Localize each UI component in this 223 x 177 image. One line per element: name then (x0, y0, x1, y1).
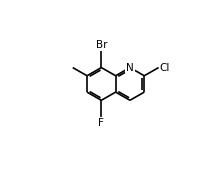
Text: Cl: Cl (160, 63, 170, 73)
Text: Br: Br (96, 40, 107, 50)
Text: N: N (126, 63, 134, 73)
Text: F: F (98, 118, 104, 128)
